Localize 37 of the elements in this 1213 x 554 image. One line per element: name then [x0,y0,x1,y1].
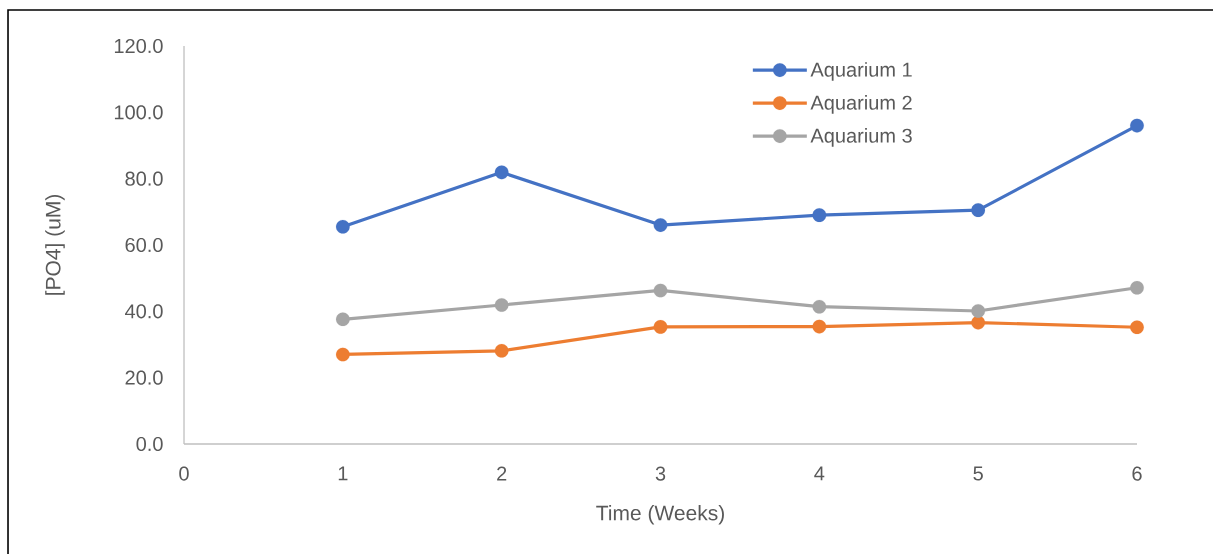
point [1130,280,1144,295]
y-tick-label: 0.0 [136,436,163,452]
point [812,208,827,222]
x-tick-label: 1 [338,466,348,481]
y-tick-label: 100.0 [114,105,163,120]
point [494,343,509,358]
point [653,320,668,334]
y-tick-label: 40.0 [125,304,163,319]
x-axis-title: Time (Weeks) [596,505,724,525]
y-tick-label: 120.0 [114,38,163,54]
x-tick-label: 6 [1132,466,1142,481]
point [335,312,350,327]
point [971,315,986,330]
y-tick-label: 60.0 [125,237,163,253]
point [1130,320,1144,335]
x-tick-label: 5 [973,466,983,481]
point [653,218,668,232]
y-tick-label: 80.0 [125,171,163,186]
legend-label: Aquarium 1 [810,62,912,81]
point [812,299,827,314]
x-tick-label: 0 [179,466,189,481]
legend-label: Aquarium 2 [810,95,912,114]
x-tick-label: 2 [497,466,507,481]
point [1130,118,1144,133]
x-tick-label: 4 [814,466,825,481]
x-tick-label: 3 [655,466,666,481]
point [971,203,986,218]
y-tick-label: 20.0 [125,370,163,385]
legend-label: Aquarium 3 [810,128,912,147]
y-axis-title: [PO4] (uM) [45,194,65,295]
point [971,304,986,318]
point [335,347,350,362]
point [335,219,350,234]
point [653,283,668,298]
point [494,298,509,312]
point [494,165,509,180]
point [812,319,827,334]
